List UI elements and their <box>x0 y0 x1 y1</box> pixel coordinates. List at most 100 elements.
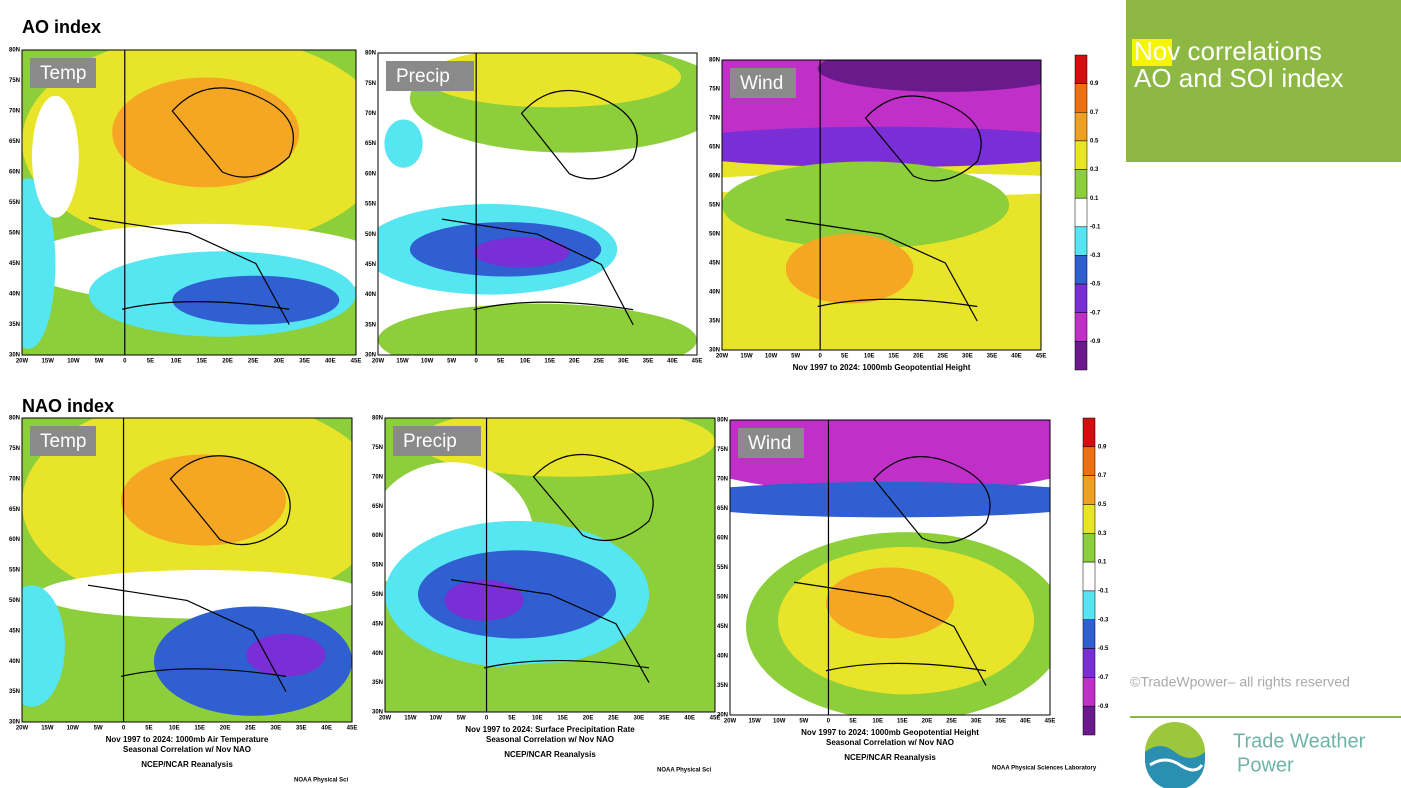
lon-tick-label: 10W <box>421 359 434 365</box>
lat-tick-label: 30N <box>9 720 20 726</box>
row-title: NAO index <box>22 396 114 416</box>
lat-tick-label: 80N <box>372 416 383 422</box>
lon-tick-label: 15W <box>740 354 753 360</box>
lon-tick-label: 5E <box>147 359 154 365</box>
colorbar-swatch <box>1074 255 1088 285</box>
lon-tick-label: 5E <box>497 359 504 365</box>
colorbar-label: 0.5 <box>1090 138 1099 144</box>
colorbar-label: -0.9 <box>1098 704 1109 710</box>
lat-tick-label: 75N <box>717 447 728 453</box>
contour-region <box>444 579 524 621</box>
caption: Seasonal Correlation w/ Nov NAO <box>826 738 954 747</box>
lat-tick-label: 35N <box>372 680 383 686</box>
colorbar-swatch <box>1074 341 1088 371</box>
lon-tick-label: 20E <box>222 359 233 365</box>
lat-tick-label: 50N <box>717 595 728 601</box>
lat-tick-label: 30N <box>709 348 720 354</box>
colorbar-swatch <box>1082 619 1096 649</box>
lat-tick-label: 55N <box>9 568 20 574</box>
lat-tick-label: 65N <box>9 507 20 513</box>
lon-tick-label: 5E <box>508 716 515 722</box>
colorbar-swatch <box>1074 226 1088 256</box>
lon-tick-label: 20W <box>16 726 29 732</box>
colorbar-label: 0.7 <box>1090 110 1099 116</box>
copyright: ©TradeWpower– all rights reserved <box>1130 674 1350 690</box>
lat-tick-label: 40N <box>9 292 20 298</box>
lat-tick-label: 40N <box>717 654 728 660</box>
lat-tick-label: 55N <box>9 200 20 206</box>
lon-tick-label: 10W <box>765 354 778 360</box>
panel-label-box <box>386 61 474 91</box>
lon-tick-label: 20W <box>716 354 729 360</box>
lon-tick-label: 15W <box>396 359 409 365</box>
lon-tick-label: 25E <box>594 359 605 365</box>
lon-tick-label: 40E <box>684 716 695 722</box>
contour-region <box>112 77 300 188</box>
caption: Nov 1997 to 2024: 1000mb Geopotential He… <box>793 363 971 372</box>
lon-tick-label: 20W <box>724 719 737 725</box>
lat-tick-label: 55N <box>717 565 728 571</box>
lon-tick-label: 15W <box>41 726 54 732</box>
lat-tick-label: 55N <box>365 202 376 208</box>
lon-tick-label: 5W <box>95 359 104 365</box>
frame <box>377 52 698 356</box>
lat-tick-label: 80N <box>9 48 20 54</box>
colorbar-swatch <box>1082 417 1096 448</box>
lon-tick-label: 0 <box>818 354 822 360</box>
maps: AO index 80N 75N 70N 65N 60N 55N 50N 45N 40N 35N 30… <box>9 17 1109 784</box>
lat-tick-label: 35N <box>365 322 376 328</box>
contour-region <box>22 178 56 349</box>
coastline <box>793 456 991 686</box>
lon-tick-label: 15E <box>544 359 555 365</box>
lon-tick-label: 5E <box>841 354 848 360</box>
lon-tick-label: 5W <box>799 719 808 725</box>
colorbar-swatch <box>1082 590 1096 620</box>
lon-tick-label: 15E <box>888 354 899 360</box>
lon-tick-label: 40E <box>321 726 332 732</box>
panel-label: Wind <box>740 73 783 94</box>
contour-region <box>32 95 79 218</box>
lon-tick-label: 5W <box>791 354 800 360</box>
map <box>385 418 715 712</box>
lat-tick-label: 40N <box>372 651 383 657</box>
lon-tick-label: 10E <box>532 716 543 722</box>
panel-label-box <box>393 426 481 456</box>
colorbar-swatch <box>1082 561 1096 592</box>
contour-region <box>38 570 352 619</box>
lon-tick-label: 15E <box>197 359 208 365</box>
lat-tick-label: 55N <box>709 203 720 209</box>
lon-tick-label: 45E <box>1045 719 1056 725</box>
lon-tick-label: 35E <box>987 354 998 360</box>
lat-tick-label: 75N <box>365 81 376 87</box>
panel-label-box <box>738 428 804 458</box>
lat-tick-label: 45N <box>9 628 20 634</box>
lon-tick-label: 25E <box>248 359 259 365</box>
coastline <box>87 455 291 692</box>
lat-tick-label: 65N <box>365 141 376 147</box>
colorbar-swatch <box>1074 140 1088 170</box>
lat-tick-label: 70N <box>365 111 376 117</box>
colorbar-label: 0.5 <box>1098 502 1107 508</box>
lat-tick-label: 75N <box>9 78 20 84</box>
lon-tick-label: 25E <box>608 716 619 722</box>
colorbar-swatch <box>1074 197 1088 228</box>
lon-tick-label: 20W <box>16 359 29 365</box>
lat-tick-label: 55N <box>372 563 383 569</box>
lat-tick-label: 35N <box>9 322 20 328</box>
lon-tick-label: 5E <box>849 719 856 725</box>
lon-tick-label: 40E <box>1011 354 1022 360</box>
lon-tick-label: 30E <box>962 354 973 360</box>
coastline <box>785 95 982 322</box>
lon-tick-label: 35E <box>296 726 307 732</box>
lat-tick-label: 45N <box>365 262 376 268</box>
logo-wave-line <box>1149 758 1204 772</box>
caption: NCEP/NCAR Reanalysis <box>141 760 233 769</box>
colorbar-label: 0.3 <box>1090 167 1099 173</box>
panel-label: Temp <box>40 63 86 84</box>
panel-label: Precip <box>403 431 457 452</box>
lon-tick-label: 45E <box>1036 354 1047 360</box>
lon-tick-label: 0 <box>827 719 831 725</box>
panel-label-box <box>30 426 96 456</box>
contour-region <box>730 481 1050 518</box>
contour-region <box>826 567 954 639</box>
